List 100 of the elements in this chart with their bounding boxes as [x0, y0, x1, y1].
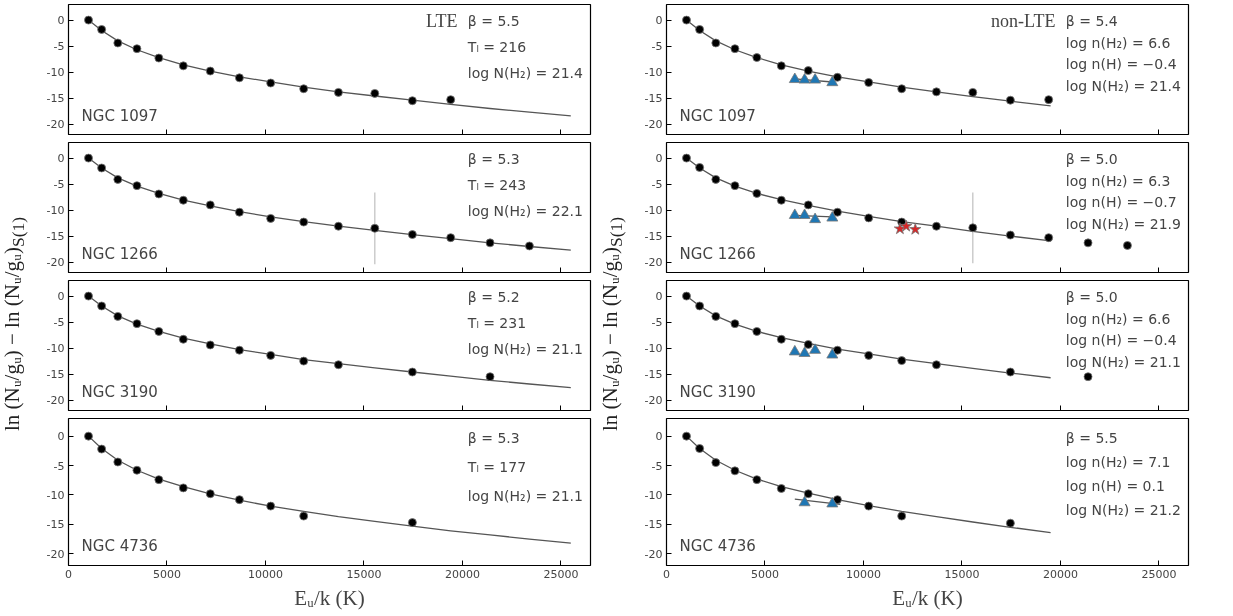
y-tick-label: -15 — [46, 518, 65, 532]
point — [154, 189, 164, 199]
point — [334, 221, 343, 231]
point — [84, 431, 93, 441]
point — [154, 475, 164, 485]
y-tick-label: 0 — [655, 152, 663, 166]
point — [798, 495, 811, 507]
y-tick-label: 0 — [655, 290, 663, 304]
annotation: log n(H) = 0.1 — [1065, 478, 1165, 495]
x-tick-label: 10000 — [845, 567, 881, 581]
point — [788, 344, 801, 356]
point — [205, 340, 215, 350]
x-tick-label: 20000 — [444, 567, 480, 581]
y-tick-label: -15 — [46, 230, 65, 244]
y-tick-label: -20 — [46, 256, 65, 270]
point — [370, 223, 380, 233]
point — [682, 15, 691, 25]
y-tick-label: -20 — [46, 394, 65, 408]
y-tick-label: -5 — [53, 178, 65, 192]
point — [864, 213, 874, 223]
point — [1083, 238, 1093, 248]
point — [154, 327, 164, 336]
point — [798, 346, 811, 357]
y-tick-label: -15 — [644, 368, 663, 382]
y-tick-label: -15 — [644, 230, 663, 244]
y-tick-label: -10 — [644, 342, 663, 356]
point — [299, 217, 309, 227]
point — [809, 73, 821, 84]
point — [711, 311, 721, 321]
point — [803, 340, 813, 349]
point — [730, 319, 740, 329]
annotation: β = 5.3 — [467, 429, 520, 446]
point — [299, 356, 309, 366]
point — [407, 96, 417, 106]
point — [113, 175, 123, 184]
point — [695, 444, 705, 453]
x-tick-label: 5000 — [750, 567, 779, 581]
point — [525, 241, 534, 251]
point — [205, 66, 215, 76]
annotation: log N(H₂) = 21.1 — [1065, 353, 1181, 370]
y-tick-label: -10 — [46, 342, 65, 356]
point — [334, 360, 343, 370]
point — [826, 211, 839, 222]
point — [235, 345, 244, 355]
x-axis-title: Eᵤ/k (K) — [892, 585, 963, 610]
annotation: log N(H₂) = 21.2 — [1065, 502, 1181, 519]
point — [205, 489, 215, 499]
point — [485, 238, 495, 248]
point — [97, 163, 107, 173]
point — [97, 301, 107, 311]
point — [826, 497, 839, 508]
point — [932, 87, 941, 97]
text: NGC 1097 — [81, 107, 158, 126]
point — [730, 181, 740, 191]
y-tick-label: -5 — [53, 459, 65, 473]
y-tick-label: 0 — [57, 14, 65, 28]
point — [682, 431, 691, 441]
point — [178, 195, 188, 205]
point — [178, 61, 188, 71]
annotation: Tₗ = 243 — [466, 177, 527, 194]
point — [788, 208, 801, 219]
point — [682, 291, 691, 301]
point — [178, 334, 188, 344]
point — [1083, 372, 1093, 382]
point — [826, 75, 839, 87]
point — [682, 153, 691, 163]
point — [178, 483, 188, 493]
point — [266, 501, 276, 511]
text: NGC 3190 — [679, 383, 756, 402]
point — [407, 518, 417, 527]
annotation: β = 5.2 — [467, 289, 520, 306]
point — [266, 214, 276, 223]
point — [235, 207, 244, 217]
point — [446, 95, 456, 105]
annotation: log n(H₂) = 6.3 — [1065, 172, 1171, 189]
annotation: Tₗ = 216 — [466, 39, 527, 56]
point — [113, 457, 123, 467]
annotation: log N(H₂) = 21.9 — [1065, 215, 1181, 232]
point — [235, 73, 244, 83]
point — [826, 348, 839, 359]
point — [752, 189, 762, 198]
point — [154, 53, 164, 63]
point — [97, 444, 107, 454]
point — [446, 233, 456, 243]
x-tick-label: 15000 — [346, 567, 382, 581]
annotation: log N(H₂) = 21.4 — [1065, 77, 1182, 94]
x-axis-title: Eᵤ/k (K) — [294, 585, 365, 610]
point — [803, 200, 813, 210]
point — [97, 25, 107, 34]
y-tick-label: -20 — [644, 118, 663, 132]
annotation: log N(H₂) = 22.1 — [467, 203, 583, 220]
x-tick-label: 20000 — [1042, 567, 1078, 581]
point — [798, 73, 811, 84]
x-tick-label: 10000 — [247, 567, 283, 581]
annotation: β = 5.0 — [1065, 151, 1118, 168]
point — [776, 334, 786, 344]
point — [1044, 95, 1054, 105]
annotation: log N(H₂) = 21.1 — [467, 488, 583, 505]
point — [84, 153, 93, 163]
point — [788, 72, 801, 83]
